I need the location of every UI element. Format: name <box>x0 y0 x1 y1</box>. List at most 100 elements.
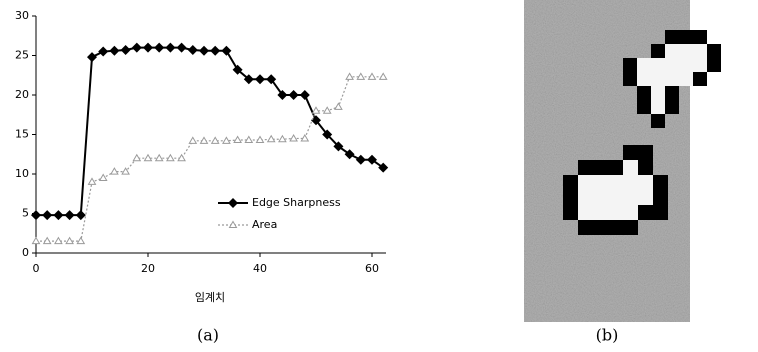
triangle-marker <box>324 107 331 113</box>
dark-pixel <box>608 160 623 175</box>
dark-pixel <box>623 58 637 72</box>
diamond-marker <box>31 210 41 220</box>
light-pixel <box>637 72 651 86</box>
light-pixel <box>623 190 638 205</box>
dark-pixel <box>665 30 679 44</box>
x-tick-label: 60 <box>365 262 379 275</box>
light-pixel <box>637 58 651 72</box>
light-pixel <box>693 44 707 58</box>
dark-pixel <box>707 58 721 72</box>
diamond-marker <box>210 46 220 56</box>
dark-pixel <box>651 44 665 58</box>
diamond-marker <box>154 43 164 53</box>
light-pixel <box>679 58 693 72</box>
light-pixel <box>593 205 608 220</box>
dark-pixel <box>623 220 638 235</box>
diamond-marker <box>199 46 209 56</box>
diamond-marker <box>132 43 142 53</box>
light-pixel <box>578 205 593 220</box>
light-pixel <box>665 58 679 72</box>
diamond-marker <box>221 46 231 56</box>
light-pixel <box>638 190 653 205</box>
triangle-marker <box>77 238 84 244</box>
light-pixel <box>679 72 693 86</box>
series-line <box>36 48 383 215</box>
light-pixel <box>623 160 638 175</box>
diamond-marker <box>228 198 238 208</box>
y-tick-label: 5 <box>22 207 29 220</box>
diamond-marker <box>53 210 63 220</box>
dark-pixel <box>578 220 593 235</box>
diamond-marker <box>255 74 265 84</box>
light-pixel <box>623 205 638 220</box>
dark-pixel <box>623 72 637 86</box>
light-pixel <box>608 205 623 220</box>
light-pixel <box>638 175 653 190</box>
light-pixel <box>578 190 593 205</box>
light-pixel <box>593 175 608 190</box>
triangle-marker <box>346 73 353 79</box>
x-tick-label: 40 <box>253 262 267 275</box>
light-pixel <box>651 58 665 72</box>
dark-pixel <box>653 190 668 205</box>
dark-pixel <box>693 72 707 86</box>
triangle-marker <box>335 103 342 109</box>
light-pixel <box>693 58 707 72</box>
diamond-marker <box>42 210 52 220</box>
light-pixel <box>578 175 593 190</box>
diamond-marker <box>76 210 86 220</box>
diamond-marker <box>109 46 119 56</box>
dark-pixel <box>638 145 653 160</box>
x-axis-label: 임계치 <box>195 291 225 304</box>
triangle-marker <box>100 174 107 180</box>
dark-pixel <box>578 160 593 175</box>
y-tick-label: 0 <box>22 246 29 259</box>
light-pixel <box>651 100 665 114</box>
dark-pixel <box>563 205 578 220</box>
dark-pixel <box>638 160 653 175</box>
diamond-marker <box>121 45 131 55</box>
light-pixel <box>665 44 679 58</box>
dark-pixel <box>665 86 679 100</box>
light-pixel <box>608 190 623 205</box>
legend-label: Area <box>252 218 277 231</box>
triangle-marker <box>234 137 241 143</box>
diamond-marker <box>177 43 187 53</box>
x-tick-label: 20 <box>141 262 155 275</box>
light-pixel <box>608 175 623 190</box>
diamond-marker <box>356 155 366 165</box>
dark-pixel <box>651 114 665 128</box>
figure: (a) (b) 임계치 0510152025300204060Edge Shar… <box>0 0 758 352</box>
diamond-marker <box>300 90 310 100</box>
diamond-marker <box>98 47 108 57</box>
light-pixel <box>651 86 665 100</box>
dark-pixel <box>693 30 707 44</box>
legend-label: Edge Sharpness <box>252 196 341 209</box>
light-pixel <box>593 190 608 205</box>
y-tick-label: 25 <box>15 49 29 62</box>
y-tick-label: 10 <box>15 167 29 180</box>
light-pixel <box>665 72 679 86</box>
y-tick-label: 15 <box>15 128 29 141</box>
dark-pixel <box>563 175 578 190</box>
caption: (a) <box>197 326 219 345</box>
x-tick-label: 0 <box>33 262 40 275</box>
diamond-marker <box>143 43 153 53</box>
dark-pixel <box>637 86 651 100</box>
dark-pixel <box>563 190 578 205</box>
dark-pixel <box>593 160 608 175</box>
diamond-marker <box>87 52 97 62</box>
diamond-marker <box>165 43 175 53</box>
pixel-image <box>524 0 721 322</box>
dark-pixel <box>653 175 668 190</box>
triangle-marker <box>89 178 96 184</box>
triangle-marker <box>290 135 297 141</box>
diamond-marker <box>65 210 75 220</box>
dark-pixel <box>665 100 679 114</box>
triangle-marker <box>33 238 40 244</box>
triangle-marker <box>189 137 196 143</box>
diamond-marker <box>188 45 198 55</box>
dark-pixel <box>707 44 721 58</box>
diamond-marker <box>289 90 299 100</box>
dark-pixel <box>593 220 608 235</box>
